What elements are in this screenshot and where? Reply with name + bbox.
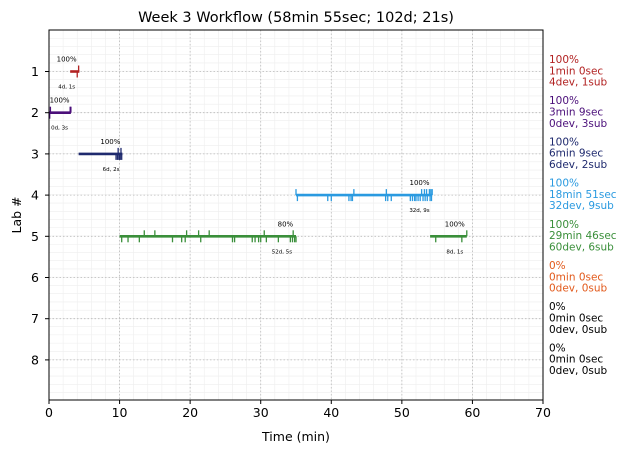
y-tick-label: 1	[31, 64, 39, 79]
lab-summary-line: 100%	[549, 95, 579, 107]
lab-summary-line: 6min 9sec	[549, 148, 603, 160]
completion-label: 100%	[409, 179, 429, 187]
plot-content: 100% 4d, 1s 100% 0d, 3s 100% 6d, 2s 100% 32d, 9…	[49, 56, 468, 255]
chart-title: Week 3 Workflow (58min 55sec; 102d; 21s)	[138, 10, 454, 26]
minor-grid	[48, 29, 544, 400]
y-tick-label: 7	[31, 311, 39, 326]
x-tick-label: 0	[45, 405, 53, 420]
x-tick-label: 10	[112, 405, 128, 420]
lab-summary-line: 3min 9sec	[549, 107, 603, 119]
x-tick-label: 50	[394, 405, 410, 420]
lab-summary-line: 100%	[549, 54, 579, 66]
y-axis-label: Lab #	[9, 196, 24, 233]
x-tick-label: 20	[182, 405, 198, 420]
count-label: 6d, 2s	[103, 167, 120, 173]
lab-summary-line: 0%	[549, 301, 566, 313]
x-axis-label: Time (min)	[261, 429, 330, 444]
y-tick-label: 8	[31, 352, 39, 367]
y-tick-label: 3	[31, 146, 39, 161]
lab-summary-line: 0dev, 3sub	[549, 118, 608, 130]
count-label: 32d, 9s	[409, 208, 429, 214]
x-tick-label: 70	[535, 405, 551, 420]
lab-summary-line: 100%	[549, 219, 579, 231]
lab-summary-line: 0min 0sec	[549, 354, 603, 366]
completion-label: 80%	[278, 220, 294, 228]
lab-summary-line: 0min 0sec	[549, 271, 603, 283]
lab-summary-line: 100%	[549, 178, 579, 190]
major-grid	[48, 30, 544, 400]
lab-summary-line: 100%	[549, 136, 579, 148]
completion-label: 100%	[50, 97, 70, 105]
completion-label: 100%	[445, 220, 465, 228]
y-tick-label: 2	[31, 105, 39, 120]
lab-summary-line: 1min 0sec	[549, 65, 603, 77]
lab-summary-line: 0%	[549, 342, 566, 354]
y-axis: 1 2 3 4 5 6 7 8	[31, 64, 49, 367]
completion-label: 100%	[100, 138, 120, 146]
x-tick-label: 40	[323, 405, 339, 420]
count-label: 52d, 5s	[272, 249, 292, 255]
y-tick-label: 6	[31, 270, 39, 285]
lab-summary-line: 0dev, 0sub	[549, 283, 608, 295]
plot-frame	[48, 29, 544, 401]
count-label: 0d, 3s	[51, 126, 68, 132]
lab-summary-line: 0%	[549, 260, 566, 272]
y-tick-label: 4	[31, 188, 39, 203]
lab-summary-line: 29min 46sec	[549, 230, 617, 242]
x-axis: 0 10 20 30 40 50 60 70	[45, 400, 551, 420]
lab-summary-line: 32dev, 9sub	[549, 200, 614, 212]
lab-summary-line: 18min 51sec	[549, 189, 617, 201]
completion-label: 100%	[57, 56, 77, 64]
lab-summary-line: 0dev, 0sub	[549, 365, 608, 377]
lab-summary-line: 60dev, 6sub	[549, 241, 614, 253]
lab-summary-line: 6dev, 2sub	[549, 159, 608, 171]
lab-summary-line: 0min 0sec	[549, 313, 603, 325]
lab-summary-line: 0dev, 0sub	[549, 324, 608, 336]
count-label: 4d, 1s	[58, 85, 75, 91]
x-tick-label: 30	[253, 405, 269, 420]
lab-summary-line: 4dev, 1sub	[549, 77, 608, 89]
y-tick-label: 5	[31, 229, 39, 244]
count-label: 8d, 1s	[446, 249, 463, 255]
x-tick-label: 60	[464, 405, 480, 420]
